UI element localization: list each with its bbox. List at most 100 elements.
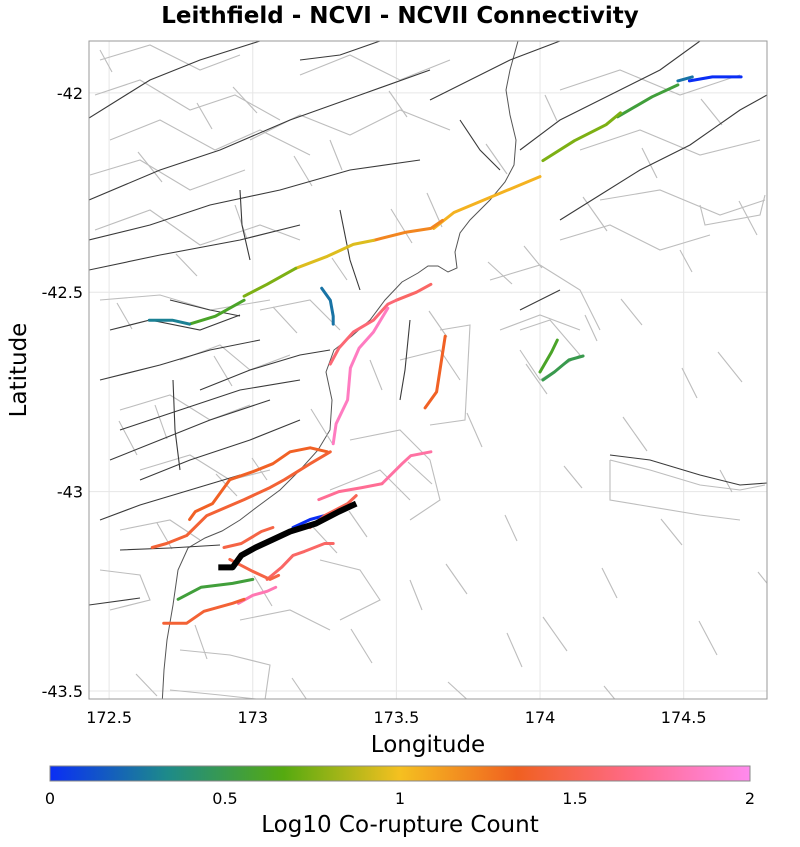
background-fault — [118, 420, 138, 456]
background-fault-traces — [89, 41, 767, 606]
background-fault — [329, 139, 343, 171]
background-fault — [428, 310, 448, 338]
background-fault — [757, 571, 767, 585]
background-fault-trace — [459, 119, 501, 171]
chart-title: Leithfield - NCVI - NCVII Connectivity — [161, 3, 639, 29]
background-fault — [139, 454, 271, 481]
background-fault — [698, 620, 718, 656]
background-fault — [349, 429, 441, 521]
background-fault — [319, 559, 381, 621]
corupture-fault — [541, 354, 585, 382]
colorbar-tick-label: 1 — [395, 789, 405, 808]
corupture-fault — [265, 542, 335, 581]
background-fault — [447, 681, 468, 699]
corupture-fault — [616, 83, 680, 119]
background-fault — [99, 569, 151, 611]
background-fault-trace — [199, 349, 331, 391]
background-fault-trace — [109, 399, 271, 461]
corupture-fault — [317, 482, 384, 502]
background-fault — [234, 204, 248, 240]
y-tick-label: -43.5 — [42, 682, 83, 701]
background-fault-network — [89, 44, 767, 699]
x-axis-ticks: 172.5 173 173.5 174 174.5 — [86, 708, 706, 727]
corupture-fault — [176, 577, 255, 601]
background-fault — [239, 609, 331, 631]
background-fault — [563, 465, 583, 489]
corupture-fault — [371, 219, 444, 242]
colorbar-tick-label: 2 — [745, 789, 755, 808]
background-fault-trace — [109, 314, 241, 331]
grid-lines — [89, 41, 767, 699]
background-fault — [331, 257, 348, 281]
corupture-fault — [242, 266, 298, 298]
background-fault — [175, 253, 198, 277]
source-fault — [218, 500, 358, 571]
colorbar: 0 0.5 1 1.5 2 Log10 Co-rupture Count — [45, 765, 755, 838]
corupture-fault-lines — [147, 75, 743, 625]
background-fault-trace — [89, 597, 141, 606]
coastline — [161, 41, 519, 699]
corupture-fault — [320, 286, 335, 326]
background-fault — [700, 98, 723, 126]
background-fault — [523, 245, 543, 269]
background-fault-trace — [89, 41, 261, 119]
corupture-fault — [380, 450, 433, 486]
background-fault — [660, 518, 683, 546]
background-fault — [299, 54, 451, 81]
background-fault — [137, 151, 163, 183]
background-fault-trace — [609, 454, 767, 486]
corupture-fault — [394, 282, 433, 302]
background-fault — [194, 624, 208, 660]
corupture-fault — [188, 298, 246, 326]
background-fault — [169, 689, 261, 699]
background-fault — [259, 299, 341, 331]
background-fault — [94, 209, 301, 246]
background-fault — [213, 355, 233, 387]
background-fault-trace — [172, 379, 181, 471]
background-fault-trace — [399, 319, 411, 401]
corupture-fault — [676, 75, 694, 83]
background-fault-trace — [89, 224, 301, 271]
source-fault-line — [218, 500, 358, 571]
background-fault — [99, 44, 241, 71]
corupture-fault — [162, 597, 246, 625]
background-fault — [310, 408, 333, 444]
background-fault — [717, 351, 743, 383]
colorbar-gradient — [49, 765, 751, 782]
background-fault-trace — [519, 41, 701, 151]
background-fault — [487, 261, 513, 285]
x-tick-label: 174.5 — [661, 708, 707, 727]
background-fault — [485, 143, 508, 175]
corupture-fault — [188, 446, 329, 521]
background-fault-trace — [299, 41, 381, 61]
background-fault — [388, 90, 408, 118]
background-fault — [312, 526, 338, 554]
background-fault — [291, 677, 307, 699]
background-fault — [601, 567, 618, 599]
background-fault-trace — [239, 189, 251, 261]
background-fault — [542, 616, 568, 652]
colorbar-tick-label: 0.5 — [212, 789, 237, 808]
background-fault — [584, 314, 598, 342]
background-fault — [196, 102, 213, 130]
x-tick-label: 172.5 — [86, 708, 132, 727]
background-fault — [409, 579, 423, 611]
background-fault — [738, 200, 758, 236]
corupture-fault — [228, 557, 281, 581]
colorbar-ticks: 0 0.5 1 1.5 2 — [45, 789, 755, 808]
corupture-fault — [331, 306, 390, 446]
background-fault — [272, 306, 298, 334]
background-fault — [679, 249, 693, 273]
background-fault — [407, 461, 433, 485]
background-fault-trace — [139, 419, 301, 481]
map-panel — [88, 40, 768, 700]
background-fault-trace — [99, 339, 261, 381]
background-fault — [620, 298, 643, 326]
background-fault-trace — [119, 544, 221, 551]
background-fault — [579, 129, 761, 156]
x-tick-label: 173.5 — [373, 708, 419, 727]
corupture-fault — [147, 318, 192, 326]
y-tick-label: -42.5 — [42, 283, 83, 302]
background-fault — [232, 86, 258, 114]
